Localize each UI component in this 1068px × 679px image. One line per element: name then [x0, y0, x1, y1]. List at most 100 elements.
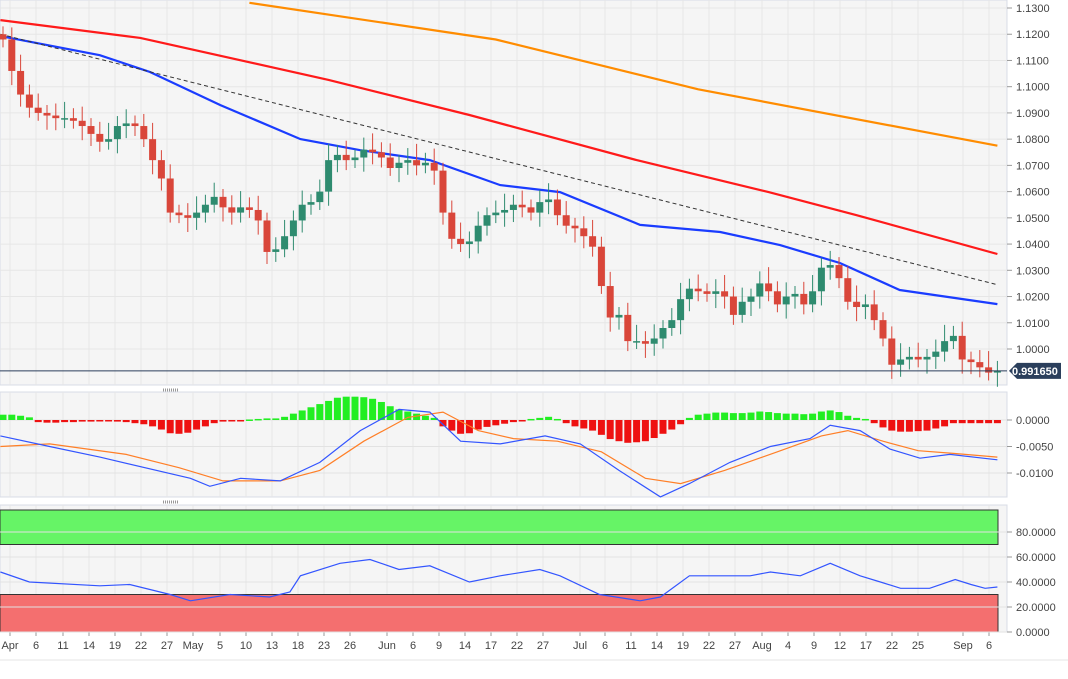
macd-histogram-bar: [562, 420, 570, 424]
macd-histogram-bar: [17, 415, 25, 420]
macd-histogram-bar: [879, 420, 887, 428]
candle-bearish: [175, 212, 183, 216]
last-price-label: 0.991650: [1012, 366, 1058, 378]
x-tick-label: 10: [240, 640, 252, 652]
candle-bearish: [589, 236, 597, 247]
macd-histogram-bar: [949, 420, 957, 424]
candle-bearish: [43, 112, 51, 116]
x-tick-label: 23: [318, 640, 330, 652]
macd-histogram-bar: [773, 413, 781, 420]
candle-bullish: [712, 291, 720, 294]
macd-histogram-bar: [694, 414, 702, 420]
candle-bullish: [861, 304, 869, 308]
candle-bullish: [281, 236, 289, 250]
candle-bearish: [853, 301, 861, 308]
rsi-tick-label: 60.0000: [1016, 552, 1056, 564]
macd-histogram-bar: [395, 409, 403, 420]
main-panel: [0, 0, 1008, 386]
x-tick-label: May: [183, 640, 204, 652]
moving-average-sma100: [0, 19, 998, 256]
price-tick-label: 1.0000: [1016, 344, 1050, 356]
macd-histogram-bar: [641, 420, 649, 442]
macd-histogram-bar: [580, 420, 588, 429]
macd-histogram-bar: [254, 418, 262, 421]
macd-histogram-bar: [756, 411, 764, 420]
moving-average-sma200: [249, 1, 998, 147]
x-tick-label: Sep: [953, 640, 973, 652]
macd-histogram-bar: [228, 420, 236, 422]
macd-histogram-bar: [474, 420, 482, 430]
candle-bearish: [597, 246, 605, 287]
macd-histogram-bar: [527, 418, 535, 421]
candle-bullish: [122, 123, 130, 127]
candle-bullish: [113, 126, 121, 140]
x-tick-label: 22: [886, 640, 898, 652]
candle-bullish: [615, 314, 623, 318]
candle-bullish: [351, 157, 359, 161]
x-tick-label: 27: [729, 640, 741, 652]
macd-histogram-bar: [342, 396, 350, 420]
macd-histogram-bar: [360, 397, 368, 420]
candle-bearish: [413, 160, 421, 166]
candle-bearish: [245, 207, 253, 210]
macd-histogram-bar: [307, 407, 315, 420]
candle-bearish: [958, 335, 966, 360]
macd-histogram-bar: [844, 415, 852, 420]
price-tick-label: 1.0600: [1016, 187, 1050, 199]
candle-bullish: [501, 209, 509, 213]
macd-histogram-bar: [430, 417, 438, 420]
macd-histogram-bar: [905, 420, 913, 432]
macd-histogram-bar: [659, 420, 667, 434]
candle-bearish: [967, 359, 975, 363]
candle-bearish: [765, 283, 773, 292]
macd-histogram-bar: [624, 420, 632, 443]
macd-histogram-bar: [122, 420, 130, 423]
macd-line: [0, 408, 998, 498]
macd-histogram-bar: [281, 416, 289, 420]
candle-bullish: [492, 212, 500, 216]
x-tick-label: 14: [651, 640, 663, 652]
macd-histogram-bar: [553, 418, 561, 421]
candle-bullish: [509, 204, 517, 210]
candle-bullish: [307, 202, 315, 205]
candle-bearish: [527, 207, 535, 213]
macd-histogram-bar: [861, 418, 869, 421]
candle-bullish: [668, 320, 676, 329]
macd-histogram-bar: [105, 420, 113, 422]
macd-histogram-bar: [597, 420, 605, 435]
candle-bearish: [52, 115, 60, 119]
price-tick-label: 1.1100: [1016, 55, 1049, 67]
x-tick-label: Aug: [752, 640, 772, 652]
candle-bullish: [545, 199, 553, 203]
macd-histogram-bar: [536, 417, 544, 420]
candle-bearish: [25, 94, 33, 108]
macd-histogram-bar: [457, 420, 465, 434]
macd-tick-label: -0.0050: [1016, 442, 1053, 454]
candle-bearish: [729, 296, 737, 315]
rsi-tick-label: 40.0000: [1016, 577, 1056, 589]
candle-bullish: [633, 341, 641, 343]
rsi-tick-label: 80.0000: [1016, 527, 1056, 539]
candle-bearish: [624, 314, 632, 342]
macd-histogram-bar: [923, 420, 931, 431]
candle-bearish: [131, 123, 139, 127]
x-tick-label: 12: [834, 640, 846, 652]
candle-bearish: [377, 152, 385, 158]
candle-bullish: [897, 359, 905, 365]
macd-histogram-bar: [967, 420, 975, 424]
macd-histogram-bar: [325, 400, 333, 420]
macd-histogram-bar: [791, 413, 799, 420]
macd-histogram-bar: [518, 420, 526, 422]
price-tick-label: 1.1300: [1016, 3, 1050, 15]
macd-histogram-bar: [351, 396, 359, 420]
macd-histogram-bar: [545, 416, 553, 420]
candle-bearish: [835, 265, 843, 279]
candle-bearish: [888, 338, 896, 365]
macd-histogram-bar: [712, 412, 720, 420]
price-tick-label: 1.0700: [1016, 160, 1050, 172]
macd-histogram-bar: [817, 411, 825, 420]
candle-bullish: [298, 204, 306, 221]
candle-bullish: [650, 338, 658, 344]
macd-histogram-bar: [853, 417, 861, 420]
